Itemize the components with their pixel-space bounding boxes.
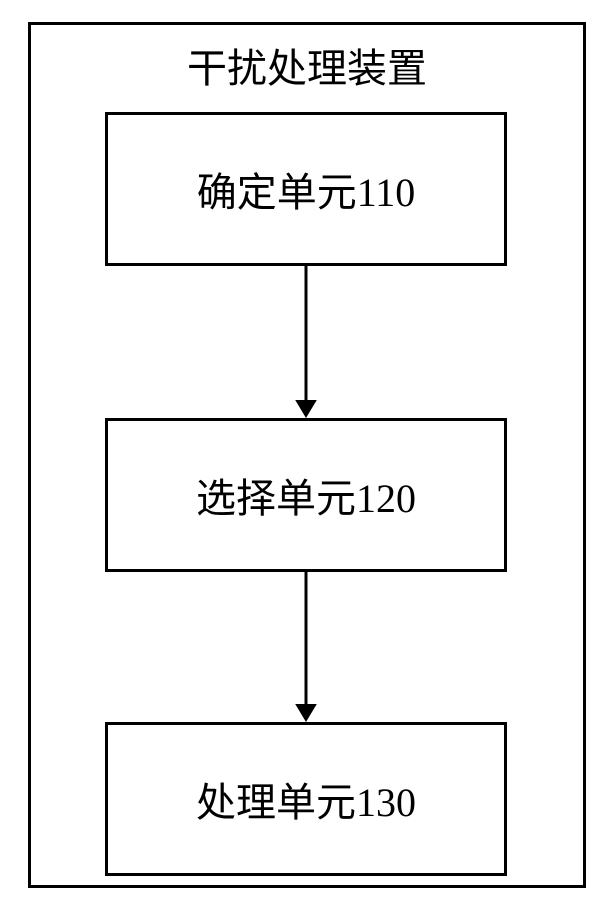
node-determine-unit: 确定单元110 <box>105 112 507 266</box>
diagram-canvas: 干扰处理装置 确定单元110 选择单元120 处理单元130 <box>0 0 614 911</box>
node-select-unit: 选择单元120 <box>105 418 507 572</box>
node-process-unit: 处理单元130 <box>105 722 507 876</box>
diagram-title: 干扰处理装置 <box>170 36 444 86</box>
